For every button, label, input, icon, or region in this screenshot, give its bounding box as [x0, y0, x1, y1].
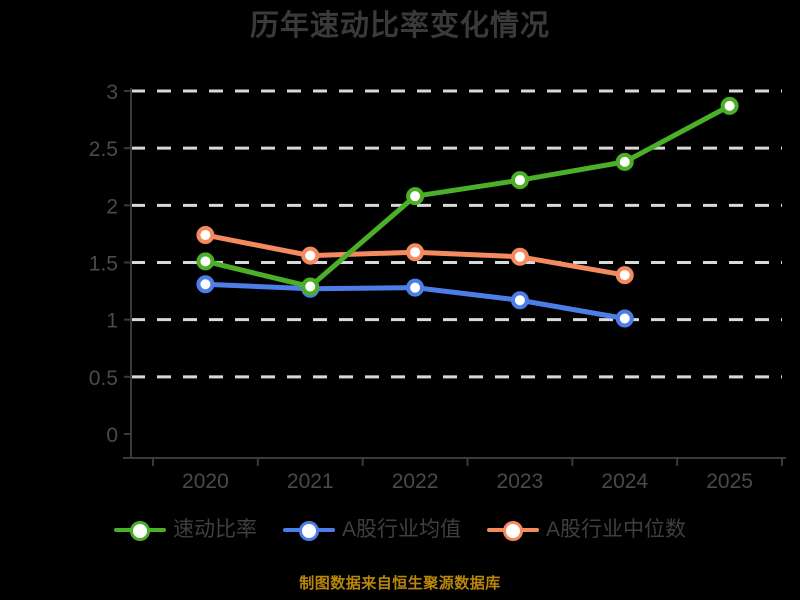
gridlines	[131, 89, 782, 379]
legend-marker-icon	[487, 518, 539, 542]
data-point-marker	[196, 226, 215, 245]
series-line	[202, 103, 733, 290]
legend-marker-icon	[113, 518, 166, 542]
data-point-marker	[196, 252, 215, 271]
x-tick-label: 2022	[392, 470, 439, 493]
y-tick-label: 2	[106, 195, 118, 218]
legend-label: 速动比率	[172, 518, 257, 541]
axis-lines	[123, 88, 786, 459]
data-point-marker	[406, 243, 425, 262]
data-series-group	[196, 96, 739, 328]
legend-label: A股行业均值	[341, 518, 461, 541]
chart-legend: 速动比率 A股行业均值 A股行业中位数	[0, 518, 800, 542]
x-tick-label: 2023	[497, 470, 544, 493]
y-tick-label: 3	[106, 81, 118, 104]
data-point-marker	[196, 275, 215, 294]
data-point-marker	[615, 152, 634, 171]
x-tick-label: 2020	[182, 470, 229, 493]
legend-marker-icon	[282, 518, 335, 542]
data-point-marker	[510, 247, 529, 266]
data-point-marker	[301, 246, 320, 265]
legend-item[interactable]: 速动比率	[113, 518, 257, 542]
data-point-marker	[615, 309, 634, 328]
footer-source-note: 制图数据来自恒生聚源数据库	[299, 575, 501, 592]
y-axis-ticks: 0 0.5 1 1.5 2 2.5 3	[89, 81, 131, 447]
x-tick-label: 2024	[601, 470, 648, 493]
x-tick-label: 2025	[706, 470, 753, 493]
data-point-marker	[301, 277, 320, 296]
chart-title: 历年速动比率变化情况	[249, 10, 550, 42]
y-tick-label: 0.5	[89, 367, 118, 390]
y-tick-label: 0	[106, 424, 118, 447]
data-point-marker	[720, 96, 739, 115]
data-point-marker	[406, 278, 425, 297]
y-tick-label: 1	[106, 310, 118, 333]
data-point-marker	[510, 291, 529, 310]
data-point-marker	[510, 171, 529, 190]
y-tick-label: 1.5	[89, 253, 118, 276]
data-point-marker	[615, 266, 634, 285]
x-tick-label: 2021	[287, 470, 334, 493]
x-axis-ticks: 2020 2021 2022 2023 2024 2025	[152, 458, 783, 493]
legend-item[interactable]: A股行业均值	[282, 518, 461, 542]
legend-item[interactable]: A股行业中位数	[487, 518, 686, 542]
legend-label: A股行业中位数	[546, 518, 687, 541]
data-point-marker	[406, 187, 425, 206]
y-tick-label: 2.5	[89, 138, 118, 161]
